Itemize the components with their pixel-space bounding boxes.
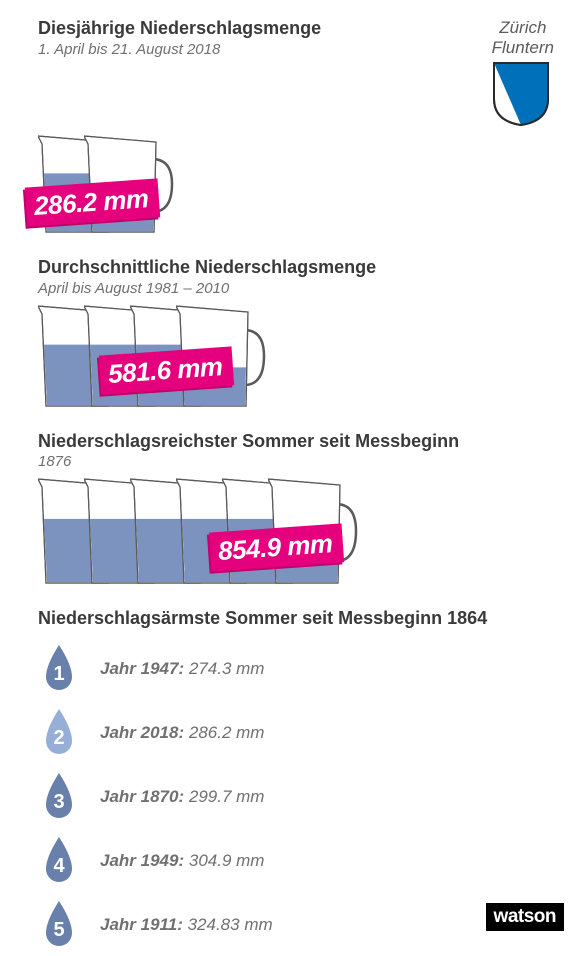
- drop-rank: 2: [38, 727, 80, 750]
- section-subtitle: April bis August 1981 – 2010: [38, 280, 558, 297]
- drop-rank: 5: [38, 919, 80, 942]
- driest-value: 286.2 mm: [189, 723, 265, 742]
- location-line1: Zürich: [492, 18, 554, 38]
- driest-year: Jahr 1911:: [100, 915, 183, 934]
- drop-icon: 1: [38, 643, 80, 695]
- section-subtitle: 1876: [38, 453, 558, 470]
- drop-icon: 4: [38, 835, 80, 887]
- driest-row: 1 Jahr 1947: 274.3 mm: [38, 643, 558, 695]
- drop-rank: 1: [38, 663, 80, 686]
- driest-year: Jahr 1870:: [100, 787, 184, 806]
- driest-row: 5 Jahr 1911: 324.83 mm: [38, 899, 558, 951]
- drop-icon: 2: [38, 707, 80, 759]
- rainfall-section: Durchschnittliche Niederschlagsmenge Apri…: [38, 257, 558, 413]
- driest-row: 3 Jahr 1870: 299.7 mm: [38, 771, 558, 823]
- driest-title: Niederschlagsärmste Sommer seit Messbegi…: [38, 608, 558, 629]
- rainfall-section: Niederschlagsreichster Sommer seit Messb…: [38, 431, 558, 591]
- driest-value: 304.9 mm: [189, 851, 265, 870]
- drop-rank: 4: [38, 855, 80, 878]
- section-title: Diesjährige Niederschlagsmenge: [38, 18, 492, 39]
- driest-row: 2 Jahr 2018: 286.2 mm: [38, 707, 558, 759]
- driest-section: Niederschlagsärmste Sommer seit Messbegi…: [38, 608, 558, 951]
- drop-icon: 5: [38, 899, 80, 951]
- brand-logo: watson: [486, 903, 564, 931]
- driest-value: 299.7 mm: [189, 787, 265, 806]
- section-subtitle: 1. April bis 21. August 2018: [38, 41, 492, 58]
- drop-rank: 3: [38, 791, 80, 814]
- driest-year: Jahr 1949:: [100, 851, 184, 870]
- section-title: Durchschnittliche Niederschlagsmenge: [38, 257, 558, 278]
- drop-icon: 3: [38, 771, 80, 823]
- driest-year: Jahr 1947:: [100, 659, 184, 678]
- section-title: Niederschlagsreichster Sommer seit Messb…: [38, 431, 558, 452]
- driest-row: 4 Jahr 1949: 304.9 mm: [38, 835, 558, 887]
- driest-value: 274.3 mm: [189, 659, 265, 678]
- shield-icon: [492, 61, 554, 127]
- location-line2: Fluntern: [492, 38, 554, 58]
- location-block: ZürichFluntern: [492, 18, 554, 127]
- driest-value: 324.83 mm: [188, 915, 273, 934]
- driest-year: Jahr 2018:: [100, 723, 184, 742]
- rainfall-section: 286.2 mm: [38, 139, 558, 239]
